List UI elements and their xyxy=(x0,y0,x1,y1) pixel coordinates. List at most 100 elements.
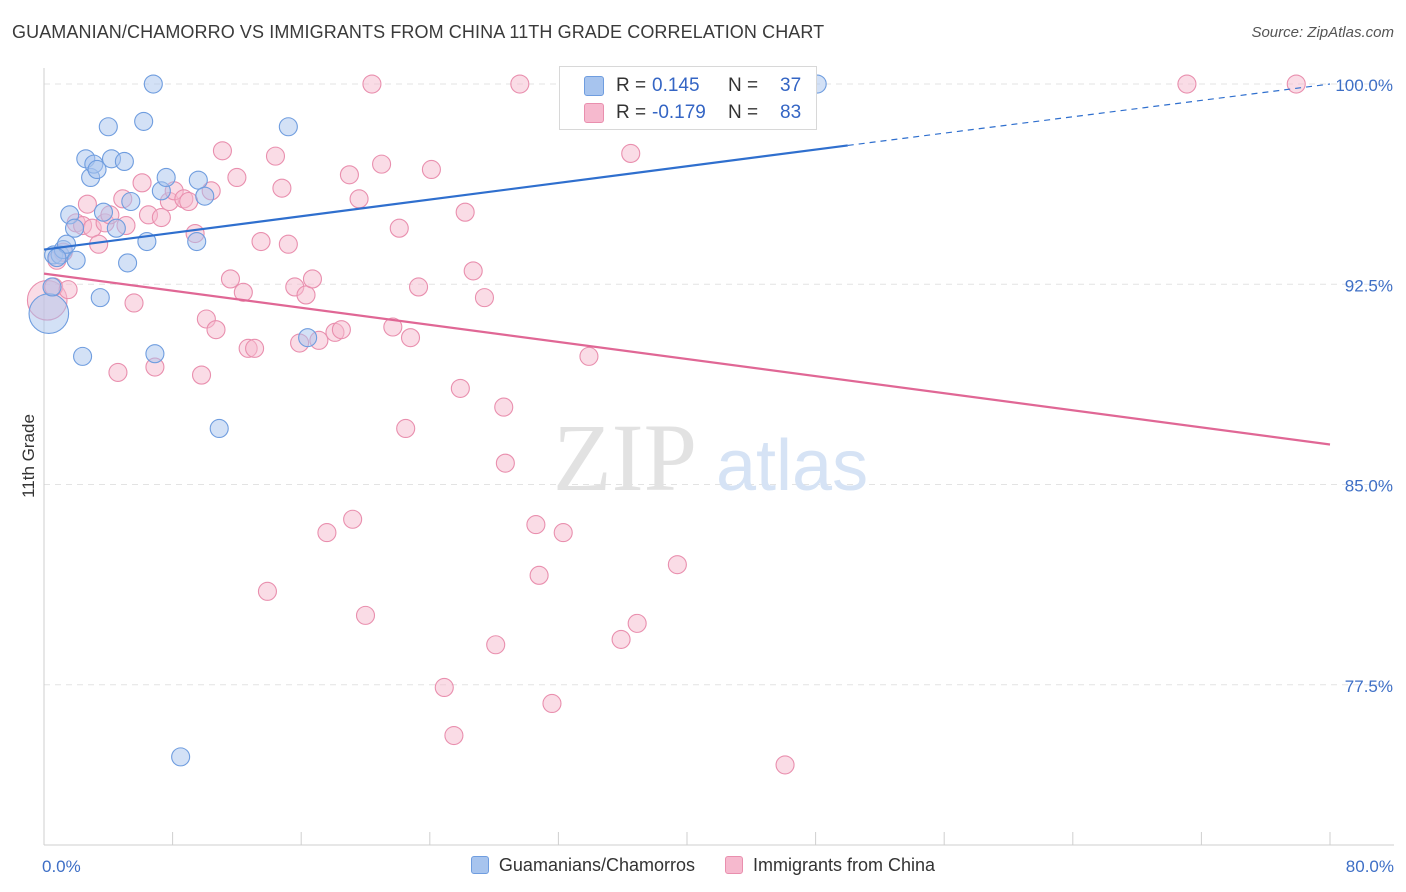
y-tick-label: 92.5% xyxy=(1345,276,1393,295)
data-point xyxy=(265,146,286,166)
data-point xyxy=(474,288,495,308)
data-point xyxy=(64,218,85,238)
y-tick-label: 85.0% xyxy=(1345,477,1393,496)
data-point xyxy=(408,277,429,297)
stats-row-pink: R = -0.179 N = 83 xyxy=(584,100,801,126)
data-point xyxy=(58,280,78,300)
trend-lines xyxy=(43,83,1331,446)
data-point xyxy=(526,515,546,535)
data-point xyxy=(343,509,363,529)
stats-swatch-pink xyxy=(584,103,604,123)
data-point xyxy=(66,250,86,270)
series-guamanians-chamorros xyxy=(28,74,827,767)
data-point xyxy=(28,293,70,334)
legend-label-guamanians: Guamanians/Chamorros xyxy=(498,854,696,875)
data-point xyxy=(278,234,298,254)
data-point xyxy=(191,365,212,385)
data-point xyxy=(209,418,229,439)
data-point xyxy=(667,555,687,575)
data-point xyxy=(171,747,191,767)
stats-r-value: 0.145 xyxy=(652,75,700,96)
stats-n-label: N = xyxy=(728,75,759,96)
data-point xyxy=(156,167,176,188)
legend-swatch-blue xyxy=(470,856,489,874)
trend-line-blue xyxy=(43,144,848,251)
data-point xyxy=(396,418,416,439)
y-tick-labels: 100.0% 92.5% 85.0% 77.5% xyxy=(1335,76,1393,696)
data-point xyxy=(510,74,530,94)
data-point xyxy=(1286,74,1306,94)
data-point xyxy=(132,173,152,193)
data-point xyxy=(118,253,138,273)
data-point xyxy=(434,677,454,698)
data-point xyxy=(298,328,318,348)
x-ticks xyxy=(43,832,1331,845)
y-tick-label: 77.5% xyxy=(1345,677,1393,696)
data-point xyxy=(187,232,207,252)
data-point xyxy=(245,338,265,358)
data-point xyxy=(494,397,514,417)
watermark-zip: ZIP xyxy=(553,404,697,511)
source-label: Source: ZipAtlas.com xyxy=(1251,24,1394,41)
data-point xyxy=(257,581,277,601)
stats-n-value: 37 xyxy=(780,75,802,96)
data-point xyxy=(339,165,359,185)
data-point xyxy=(90,288,110,308)
data-point xyxy=(124,293,144,313)
data-point xyxy=(56,234,77,254)
stats-row-blue: R = 0.145 N = 37 xyxy=(584,73,801,99)
data-point xyxy=(121,191,141,212)
data-point xyxy=(77,194,97,214)
stats-n-label: N = xyxy=(728,102,759,123)
data-point xyxy=(331,320,351,340)
data-point xyxy=(1177,74,1197,94)
data-point xyxy=(47,248,67,268)
data-point xyxy=(227,167,247,188)
data-point xyxy=(621,143,641,163)
data-point xyxy=(495,453,515,473)
data-point xyxy=(296,285,316,305)
data-point xyxy=(383,317,403,337)
axes xyxy=(43,68,1394,846)
data-point xyxy=(553,523,573,543)
data-point xyxy=(486,635,506,655)
data-point xyxy=(114,151,134,172)
legend-item-guamanians[interactable]: Guamanians/Chamorros xyxy=(470,852,696,878)
x-tick-labels: 0.0% 80.0% xyxy=(42,857,1394,876)
data-point xyxy=(627,613,647,633)
data-point xyxy=(179,191,199,212)
legend-label-china: Immigrants from China xyxy=(753,854,936,875)
legend-item-china[interactable]: Immigrants from China xyxy=(725,852,935,878)
chart-title: GUAMANIAN/CHAMORRO VS IMMIGRANTS FROM CH… xyxy=(12,22,825,42)
data-point xyxy=(362,74,382,94)
x-tick-label: 0.0% xyxy=(42,857,81,876)
data-point xyxy=(206,320,226,340)
data-point xyxy=(529,565,549,585)
data-point xyxy=(455,202,475,222)
data-point xyxy=(73,346,93,366)
data-point xyxy=(188,170,208,190)
data-point xyxy=(106,218,126,238)
data-point xyxy=(134,111,154,131)
data-point xyxy=(220,269,241,289)
correlation-stats-box: R = 0.145 N = 37 R = -0.179 N = 83 xyxy=(559,66,817,130)
data-point xyxy=(579,346,599,366)
data-point xyxy=(233,282,253,302)
trend-line-pink xyxy=(43,272,1331,446)
data-point xyxy=(349,189,369,209)
data-point xyxy=(372,154,392,174)
data-point xyxy=(317,523,337,543)
data-point xyxy=(93,202,114,222)
legend: Guamanians/Chamorros Immigrants from Chi… xyxy=(0,852,1406,878)
stats-n-value: 83 xyxy=(780,102,802,123)
data-point xyxy=(302,269,323,289)
stats-swatch-blue xyxy=(584,76,604,96)
data-point xyxy=(42,277,62,297)
data-point xyxy=(421,159,441,180)
data-point xyxy=(611,629,631,649)
stats-r-label: R = xyxy=(616,102,647,123)
data-point xyxy=(775,755,795,775)
data-point xyxy=(195,186,215,206)
data-point xyxy=(272,178,292,198)
grid-lines xyxy=(44,83,1394,686)
